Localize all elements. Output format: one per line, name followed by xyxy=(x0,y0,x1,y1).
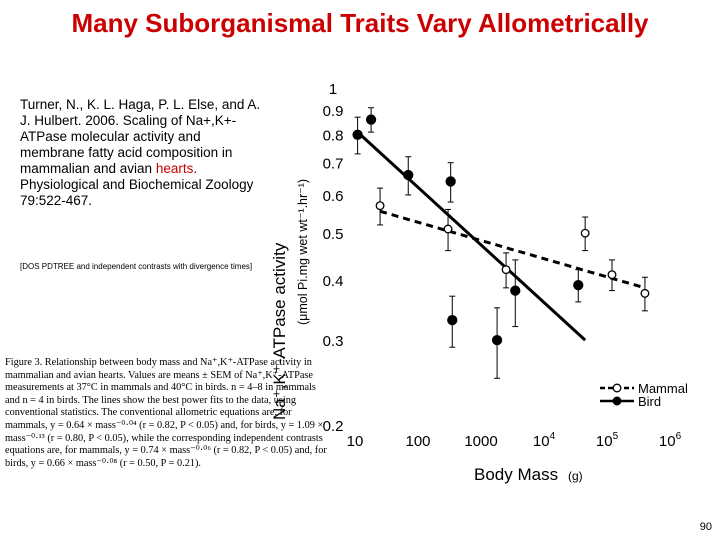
mammal-data-point xyxy=(640,288,650,298)
x-tick-label: 1000 xyxy=(464,433,497,450)
bird-data-point xyxy=(352,129,363,140)
bird-data-point xyxy=(403,169,414,181)
y-tick-label: 0.9 xyxy=(323,103,344,120)
bird-data-point xyxy=(491,334,503,346)
mammal-data-point xyxy=(443,224,453,234)
y-tick-label: 0.7 xyxy=(323,156,344,173)
legend-marker-bird xyxy=(612,396,622,406)
citation-text-start: Turner, N., K. L. Haga, P. L. Else, and … xyxy=(20,97,261,176)
x-tick-label: 104 xyxy=(533,431,556,450)
bird-data-point xyxy=(365,114,377,125)
mammal-data-point xyxy=(501,265,511,275)
x-tick-base: 1000 xyxy=(464,433,497,450)
page-number: 90 xyxy=(700,521,712,533)
bird-data-point xyxy=(510,285,521,296)
citation-text-end: . Physiological and Biochemical Zoology … xyxy=(20,161,254,208)
y-axis-unit: (μmol Pi.mg wet wt⁻¹.hr⁻¹) xyxy=(296,179,310,325)
x-axis-unit: (g) xyxy=(568,469,583,483)
y-tick-label: 0.8 xyxy=(323,128,344,145)
y-tick-label: 1 xyxy=(329,81,337,98)
y-tick-label: 0.5 xyxy=(323,226,344,243)
x-tick-exponent: 5 xyxy=(613,431,619,442)
x-tick-base: 10 xyxy=(596,433,613,450)
x-tick-base: 10 xyxy=(347,433,364,450)
mammal-data-point xyxy=(580,228,590,238)
x-tick-base: 10 xyxy=(659,433,676,450)
x-tick-label: 10 xyxy=(347,433,364,450)
bird-data-point xyxy=(445,176,456,187)
figure-caption: Figure 3. Relationship between body mass… xyxy=(5,357,327,469)
y-tick-label: 0.4 xyxy=(323,273,344,290)
legend-label-bird: Bird xyxy=(638,394,661,409)
legend-label-mammal: Mammal xyxy=(638,381,688,396)
citation-highlight-hearts: hearts xyxy=(155,161,194,176)
x-tick-base: 100 xyxy=(405,433,430,450)
x-tick-base: 10 xyxy=(533,433,550,450)
x-tick-label: 106 xyxy=(659,431,682,450)
slide-title: Many Suborganismal Traits Vary Allometri… xyxy=(71,8,649,38)
x-tick-exponent: 4 xyxy=(550,431,556,442)
mammal-data-point xyxy=(607,270,617,280)
x-tick-label: 100 xyxy=(405,433,430,450)
bird-data-point xyxy=(447,314,458,326)
x-axis-label: Body Mass xyxy=(474,465,558,484)
citation-text: Turner, N., K. L. Haga, P. L. Else, and … xyxy=(20,97,265,209)
bird-fit-line xyxy=(356,131,587,342)
x-tick-exponent: 6 xyxy=(676,431,682,442)
method-note: [DOS PDTREE and independent contrasts wi… xyxy=(20,262,253,271)
bird-data-point xyxy=(573,280,584,291)
legend-marker-mammal xyxy=(612,383,622,393)
x-tick-label: 105 xyxy=(596,431,619,450)
y-tick-label: 0.6 xyxy=(323,188,344,205)
mammal-data-point xyxy=(375,201,385,211)
y-tick-label: 0.3 xyxy=(323,333,344,350)
mammal-fit-line xyxy=(379,209,646,290)
